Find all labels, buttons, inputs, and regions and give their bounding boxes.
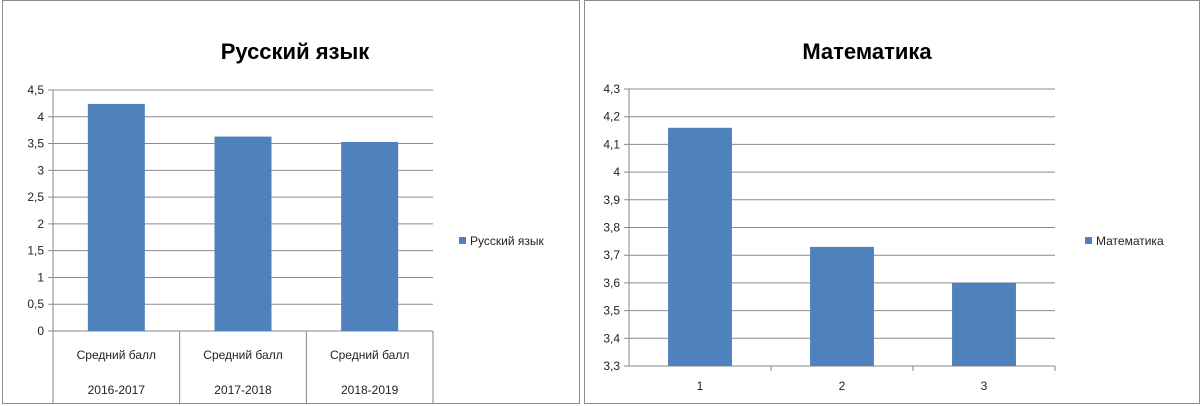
y-tick-label: 3,3 <box>603 359 620 373</box>
y-tick-label: 2 <box>37 217 44 231</box>
bar <box>87 103 145 332</box>
chart-panel-math: Математика 3,3 3,4 3,5 3,6 3,7 3,8 3,9 4 4,1 4,2 4… <box>584 0 1200 404</box>
y-tick-label: 4,5 <box>27 83 44 97</box>
x-tick-label: 1 <box>697 379 704 393</box>
y-tick-label: 2,5 <box>27 190 44 204</box>
bar <box>952 282 1016 366</box>
x-tick-label-year: 2018-2019 <box>341 383 399 397</box>
y-tick-label: 4 <box>37 110 44 124</box>
y-tick-label: 0,5 <box>27 297 44 311</box>
legend-label: Русский язык <box>470 234 544 248</box>
bar <box>810 246 874 366</box>
legend-swatch <box>459 237 466 244</box>
y-tick-label: 4,2 <box>603 110 620 124</box>
y-tick-label: 3,5 <box>603 304 620 318</box>
bar <box>214 136 272 331</box>
y-tick-label: 3,7 <box>603 248 620 262</box>
legend-label: Математика <box>1096 234 1164 248</box>
y-tick-label: 3,6 <box>603 276 620 290</box>
y-tick-label: 3,9 <box>603 193 620 207</box>
chart-title: Математика <box>802 39 932 64</box>
y-tick-label: 0 <box>37 324 44 338</box>
bar <box>668 127 732 366</box>
y-tick-label: 1 <box>37 270 44 284</box>
y-tick-label: 4 <box>613 165 620 179</box>
x-tick-label: 2 <box>839 379 846 393</box>
x-tick-label: Средний балл <box>330 348 409 362</box>
y-tick-label: 3 <box>37 163 44 177</box>
chart-title: Русский язык <box>221 39 371 64</box>
y-tick-label: 4,1 <box>603 137 620 151</box>
legend-swatch <box>1085 237 1092 244</box>
x-tick-label: Средний балл <box>77 348 156 362</box>
y-tick-label: 3,4 <box>603 331 620 345</box>
y-tick-label: 4,3 <box>603 82 620 96</box>
y-tick-label: 1,5 <box>27 244 44 258</box>
math-chart-svg: Математика 3,3 3,4 3,5 3,6 3,7 3,8 3,9 4 4,1 4,2 4… <box>603 39 1164 393</box>
y-tick-label: 3,8 <box>603 221 620 235</box>
bar <box>341 141 399 331</box>
x-tick-label-year: 2017-2018 <box>214 383 272 397</box>
x-tick-label: 3 <box>981 379 988 393</box>
x-tick-label: Средний балл <box>203 348 282 362</box>
chart-panel-russian: Русский язык 0 0,5 1 1,5 2 2,5 3 3,5 4 4,5 Средний… <box>2 0 580 404</box>
x-tick-label-year: 2016-2017 <box>88 383 146 397</box>
y-tick-label: 3,5 <box>27 137 44 151</box>
russian-chart-svg: Русский язык 0 0,5 1 1,5 2 2,5 3 3,5 4 4,5 Средний… <box>27 39 544 403</box>
